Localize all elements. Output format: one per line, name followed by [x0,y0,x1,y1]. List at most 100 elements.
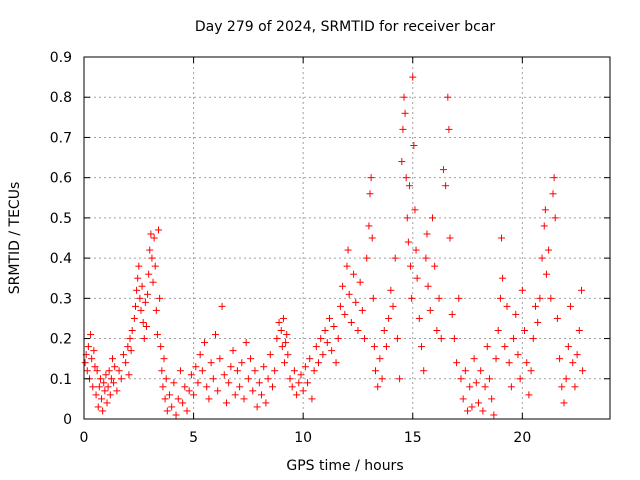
data-point [365,222,373,230]
data-point [378,375,386,383]
data-point [105,367,113,375]
data-point [176,367,184,375]
data-point [95,383,103,391]
data-point [444,93,452,101]
data-point [325,314,333,322]
data-point [150,234,158,242]
data-point [356,278,364,286]
data-point [503,302,511,310]
data-point [278,343,286,351]
data-point [312,343,320,351]
x-tick-label: 5 [189,430,198,446]
data-point [317,335,325,343]
data-point [268,383,276,391]
data-point [345,290,353,298]
data-point [155,226,163,234]
data-point [146,246,154,254]
data-point [470,355,478,363]
y-tick-label: 0.7 [50,130,72,146]
data-point [527,367,535,375]
data-point [336,302,344,310]
data-point [455,294,463,302]
data-point [284,351,292,359]
data-point [477,367,485,375]
data-point [293,391,301,399]
data-point [448,310,456,318]
data-point [413,274,421,282]
data-point [398,158,406,166]
data-point [253,403,261,411]
data-point [153,331,161,339]
data-point [531,302,539,310]
data-point [323,339,331,347]
data-point [366,190,374,198]
data-point [306,355,314,363]
data-point [156,294,164,302]
data-point [459,395,467,403]
data-point [147,230,155,238]
data-point [304,379,312,387]
x-tick-label: 10 [294,430,312,446]
data-point [138,282,146,290]
data-point [301,363,309,371]
data-point [148,254,156,262]
data-point [81,359,89,367]
data-point [203,383,211,391]
data-point [192,363,200,371]
data-point [110,379,118,387]
data-point [286,375,294,383]
data-point [352,298,360,306]
data-point [536,294,544,302]
data-point [354,327,362,335]
data-point [550,174,558,182]
data-point [464,407,472,415]
data-point [179,399,187,407]
data-point [161,395,169,403]
data-point [165,391,173,399]
data-point [130,314,138,322]
data-point [545,246,553,254]
data-point [99,407,107,415]
data-point [145,270,153,278]
data-point [507,383,515,391]
data-point [227,363,235,371]
data-point [321,327,329,335]
data-point [523,359,531,367]
data-point [494,327,502,335]
data-point [196,351,204,359]
x-axis-label: GPS time / hours [286,458,403,474]
data-point [218,302,226,310]
data-point [575,327,583,335]
data-point [578,286,586,294]
data-point [439,166,447,174]
data-point [122,359,130,367]
data-point [299,387,307,395]
data-point [94,403,102,411]
data-point [113,387,121,395]
data-point [172,411,180,419]
data-point [93,367,101,375]
y-tick-label: 0.4 [50,251,72,267]
data-point [96,375,104,383]
data-point [149,278,157,286]
data-point [181,383,189,391]
data-point [220,371,228,379]
data-point [380,327,388,335]
data-point [518,286,526,294]
data-point [334,335,342,343]
data-point [133,286,141,294]
data-point [249,387,257,395]
data-point [382,343,390,351]
data-point [514,351,522,359]
data-point [367,174,375,182]
data-point [396,375,404,383]
data-point [404,238,412,246]
data-point [319,351,327,359]
data-point [281,359,289,367]
data-point [275,318,283,326]
data-point [222,399,230,407]
data-point [389,302,397,310]
data-point [262,399,270,407]
data-point [207,359,215,367]
